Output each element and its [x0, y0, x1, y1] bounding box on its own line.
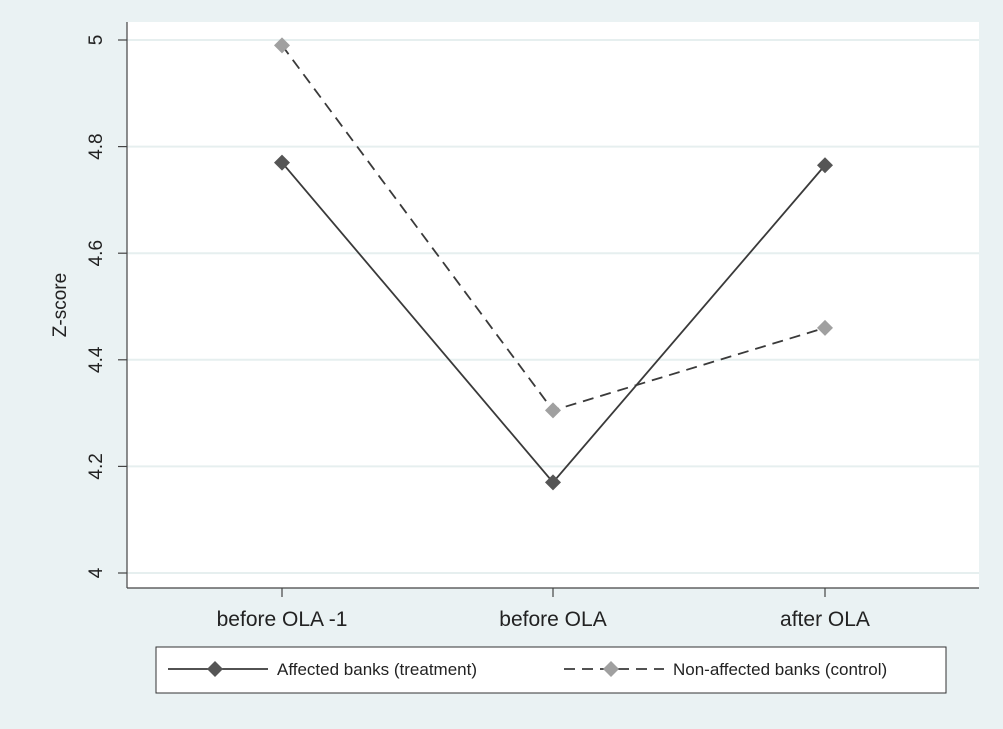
x-tick-label: before OLA -1 — [217, 608, 348, 631]
y-tick-label: 5 — [86, 35, 107, 46]
data-point — [817, 319, 833, 336]
data-point — [545, 402, 561, 419]
legend-marker — [207, 661, 223, 677]
legend: Affected banks (treatment) Non-affected b… — [155, 646, 947, 694]
y-tick-label: 4.8 — [86, 133, 107, 159]
data-point — [274, 154, 290, 171]
data-point — [274, 37, 290, 54]
legend-box — [155, 646, 947, 694]
x-tick-label: before OLA — [499, 608, 606, 631]
series-group — [274, 154, 833, 491]
y-tick-label: 4.6 — [86, 240, 107, 266]
legend-label: Affected banks (treatment) — [277, 660, 477, 679]
y-axis-label: Z-score — [50, 273, 71, 337]
y-tick-label: 4.2 — [86, 453, 107, 479]
legend-label: Non-affected banks (control) — [673, 660, 887, 679]
data-point — [545, 474, 561, 491]
y-tick-label: 4.4 — [86, 346, 107, 373]
gridlines — [127, 39, 979, 574]
y-tick-label: 4 — [86, 567, 107, 578]
data-point — [817, 157, 833, 174]
series — [274, 37, 833, 491]
x-tick-label: after OLA — [780, 608, 870, 631]
plot-area — [127, 22, 979, 588]
axes: 4 4.2 4.4 4.6 4.8 5 before OLA -1 before OLA aft… — [86, 22, 979, 631]
legend-marker — [603, 661, 619, 677]
series-group — [274, 37, 833, 419]
